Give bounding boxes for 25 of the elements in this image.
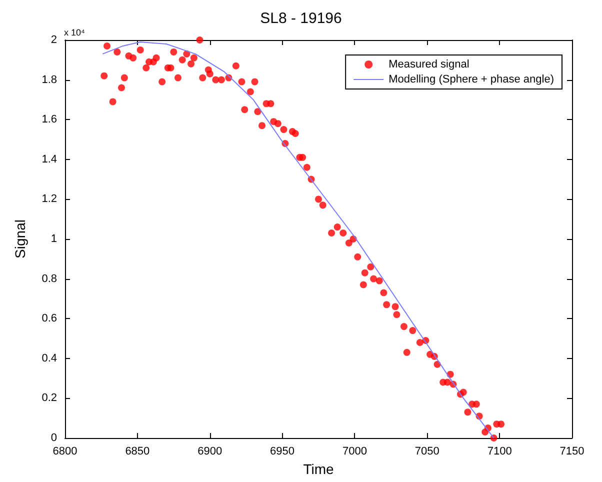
x-tick-label: 6800: [52, 446, 78, 458]
y-tick-label: 2: [50, 34, 57, 46]
y-tick-label: 0.2: [42, 392, 57, 404]
x-tick-label: 7050: [414, 446, 440, 458]
x-axis-title: Time: [303, 460, 334, 477]
legend-label: Modelling (Sphere + phase angle): [388, 74, 554, 86]
text: x 10⁴: [64, 28, 86, 38]
y-tick-label: 1.6: [42, 114, 57, 126]
y-tick-label: 0.8: [42, 272, 57, 285]
x-tick-label: 7000: [342, 446, 367, 458]
x-tick-label: 6950: [270, 446, 295, 458]
y-tick-label: 1.4: [42, 153, 57, 166]
chart-title: SL8 - 19196: [260, 10, 342, 27]
y-tick-label: 1.8: [42, 74, 57, 86]
y-tick-label: 0.6: [42, 312, 57, 325]
x-tick-label: 7150: [560, 446, 584, 458]
y-tick-label: 1: [50, 233, 57, 245]
y-tick-label: 1.2: [42, 193, 57, 206]
x-tick-label: 6850: [125, 446, 150, 458]
y-tick-label: 0: [50, 432, 57, 444]
y-axis-title: Signal: [12, 220, 28, 258]
legend-label: Measured signal: [388, 58, 470, 70]
y-tick-label: 0.4: [42, 352, 57, 364]
x-tick-label: 6900: [198, 446, 222, 458]
x-tick-label: 7100: [487, 446, 512, 458]
